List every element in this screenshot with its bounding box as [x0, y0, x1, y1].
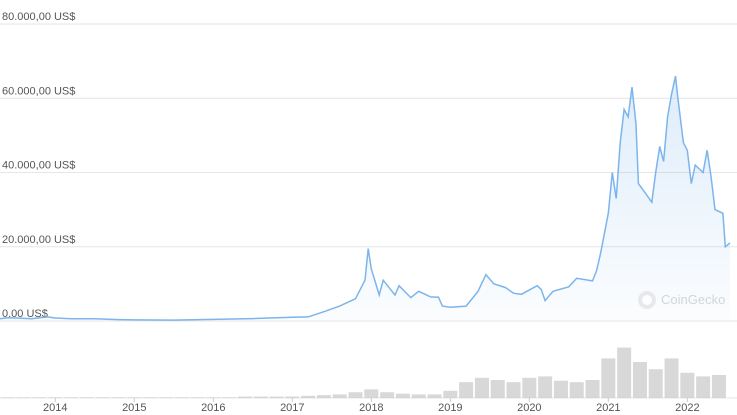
y-tick-label: 40.000,00 US$	[2, 160, 75, 172]
volume-bar	[380, 392, 395, 398]
volume-bar	[253, 396, 268, 398]
price-line	[0, 75, 731, 321]
volume-bar	[474, 377, 489, 398]
volume-bar	[443, 390, 458, 398]
x-tick-label: 2016	[201, 402, 225, 414]
volume-bar	[158, 397, 173, 398]
volume-bar	[648, 369, 663, 398]
x-tick-label: 2022	[675, 402, 699, 414]
volume-bar	[617, 347, 632, 398]
y-tick-label: 60.000,00 US$	[2, 85, 75, 97]
volume-bar	[316, 395, 331, 398]
volume-bar	[111, 397, 126, 398]
x-tick-label: 2017	[280, 402, 304, 414]
volume-bar	[332, 394, 347, 398]
x-tick-label: 2018	[359, 402, 383, 414]
volume-bar	[48, 397, 63, 398]
volume-bar	[237, 396, 252, 398]
volume-bar	[143, 397, 158, 398]
volume-bar	[174, 397, 189, 398]
volume-bar	[585, 380, 600, 398]
volume-bar	[395, 393, 410, 398]
volume-bar	[64, 397, 79, 398]
volume-bar	[632, 362, 647, 398]
volume-bar	[364, 389, 379, 398]
volume-bar	[680, 372, 695, 398]
x-tick-label: 2020	[517, 402, 541, 414]
volume-bar	[427, 394, 442, 398]
x-tick-label: 2014	[43, 402, 67, 414]
watermark: CoinGecko	[638, 291, 725, 309]
volume-bar	[127, 397, 142, 398]
area	[0, 76, 730, 321]
volume-bar	[79, 397, 94, 398]
volume-bar	[664, 358, 679, 398]
volume-bar	[222, 397, 237, 398]
volume-bar	[32, 397, 47, 398]
volume-bar	[411, 394, 426, 398]
volume-bar	[206, 397, 221, 398]
volume-bar	[0, 397, 15, 398]
x-tick-label: 2021	[596, 402, 620, 414]
y-tick-label: 20.000,00 US$	[2, 234, 75, 246]
volume-bar	[459, 382, 474, 398]
volume-bar	[696, 376, 711, 398]
y-tick-label: 80.000,00 US$	[2, 11, 75, 23]
volume-bar	[348, 392, 363, 398]
volume-bar	[569, 382, 584, 398]
watermark-text: CoinGecko	[661, 292, 725, 307]
volume-bar	[269, 396, 284, 398]
volume-bar	[601, 358, 616, 398]
volume-bar	[490, 380, 505, 398]
x-tick-label: 2019	[438, 402, 462, 414]
volume-bar	[506, 382, 521, 398]
volume-bar	[285, 396, 300, 398]
volume-bar	[553, 380, 568, 398]
x-tick-label: 2015	[122, 402, 146, 414]
volume-bar	[711, 374, 726, 398]
volume-bar	[538, 376, 553, 398]
y-tick-label: 0,00 US$	[2, 308, 48, 320]
volume-bar	[522, 377, 537, 398]
volume-bar	[301, 395, 316, 398]
volume-bar	[16, 397, 31, 398]
volume-bar	[190, 397, 205, 398]
volume-bar	[95, 397, 110, 398]
